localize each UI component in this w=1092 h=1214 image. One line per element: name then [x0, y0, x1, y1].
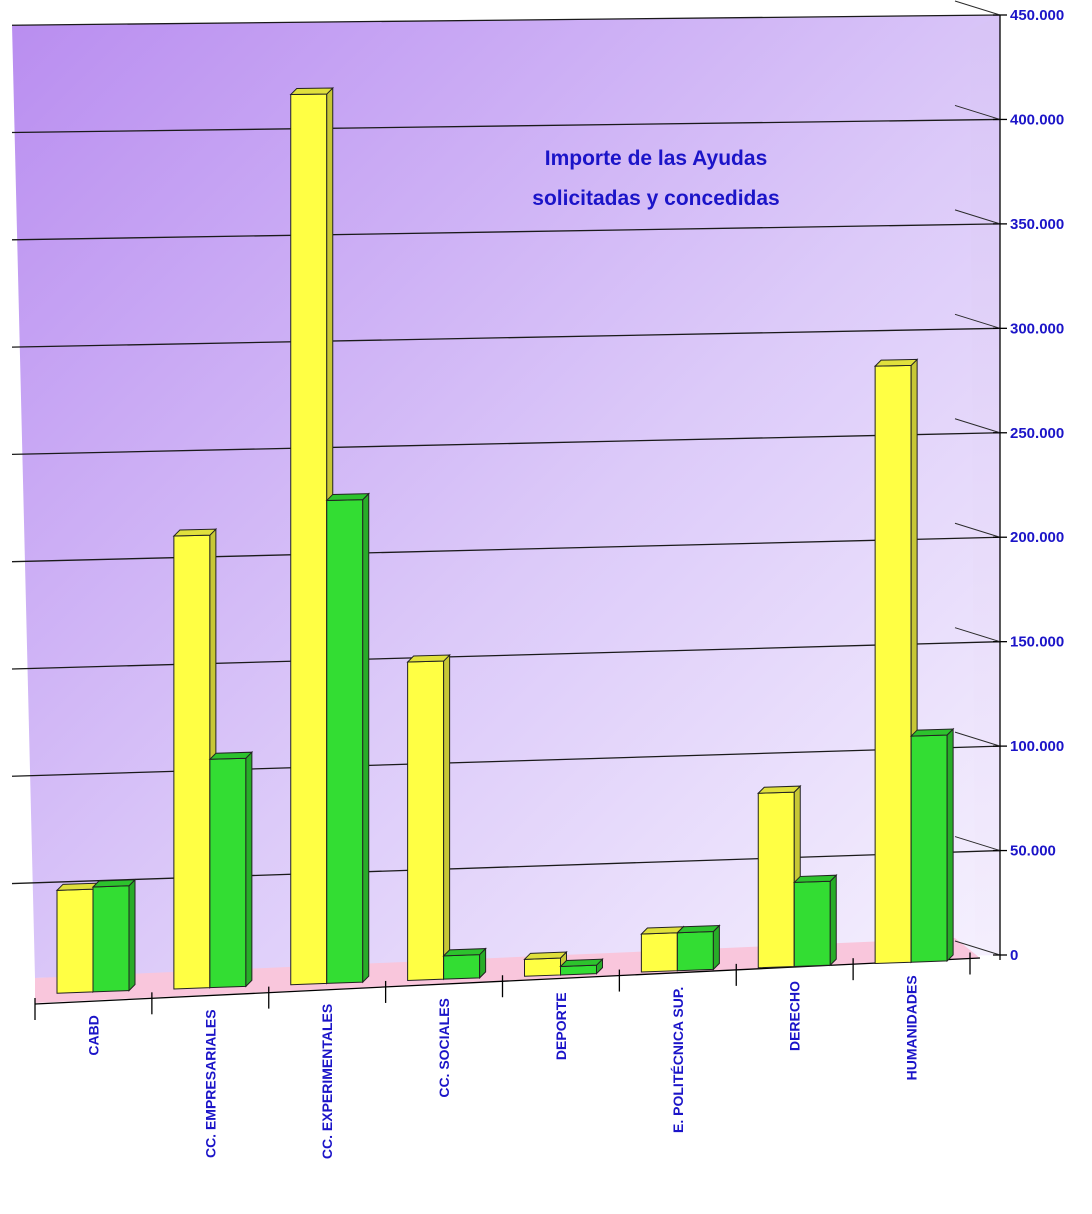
bar [559, 957, 604, 976]
bar [757, 784, 802, 969]
y-tick-diagonal [954, 522, 1001, 538]
back-wall [12, 15, 1000, 978]
bar [442, 947, 487, 980]
gridline [11, 14, 1001, 26]
x-tick-label: DEPORTE [553, 992, 569, 1060]
y-tick-label: 100.000 [1010, 738, 1064, 755]
bar [325, 492, 370, 984]
title-line-1: Importe de las Ayudas [545, 147, 768, 170]
y-tick-diagonal [954, 836, 1001, 852]
gridline [11, 327, 1001, 348]
x-tick-label: E. POLITÉCNICA SUP. [670, 987, 686, 1133]
y-tick-diagonal [954, 313, 1001, 329]
y-tick-diagonal [954, 627, 1001, 643]
bar [91, 878, 137, 993]
y-tick-label: 50.000 [1010, 843, 1056, 860]
bar [909, 727, 955, 963]
y-tick-label: 150.000 [1010, 634, 1064, 651]
gridline [11, 223, 1001, 241]
x-tick-label: HUMANIDADES [904, 975, 920, 1080]
y-axis: 0 50.000 100.000 150.000 200.000 250.000 300.0… [954, 0, 1064, 964]
x-tick-label: CC. EMPRESARIALES [202, 1009, 218, 1158]
chart-background [12, 15, 1000, 1003]
side-wall [970, 15, 1000, 955]
floor [35, 938, 980, 1003]
y-tick-label: 400.000 [1010, 111, 1064, 128]
y-tick-diagonal [954, 209, 1001, 225]
y-tick-label: 250.000 [1010, 425, 1064, 442]
y-tick-diagonal [954, 940, 1001, 956]
gridline [11, 432, 1001, 456]
x-axis: CABD CC. EMPRESARIALES CC. EXPERIMENTALES C… [34, 952, 981, 1159]
y-tick-label: 300.000 [1010, 320, 1064, 337]
bar [406, 653, 451, 982]
y-tick-diagonal [954, 104, 1001, 120]
y-tick-label: 350.000 [1010, 216, 1064, 233]
y-tick-label: 450.000 [1010, 7, 1064, 24]
y-tick-diagonal [954, 0, 1001, 16]
bar [676, 924, 721, 972]
x-tick-label: CABD [85, 1015, 101, 1055]
y-tick-diagonal [954, 418, 1001, 434]
bar [208, 750, 254, 989]
y-tick-label: 200.000 [1010, 529, 1064, 546]
chart-title: Importe de las Ayudas solicitadas y conc… [532, 147, 779, 210]
bar [793, 874, 838, 967]
y-tick-diagonal [954, 731, 1001, 747]
bars [55, 86, 955, 994]
y-tick-label: 0 [1010, 947, 1018, 964]
x-tick-label: CC. EXPERIMENTALES [319, 1004, 335, 1159]
title-line-2: solicitadas y concedidas [532, 187, 779, 210]
gridline [11, 118, 1001, 134]
x-tick-label: DERECHO [787, 981, 803, 1051]
x-tick-label: CC. SOCIALES [436, 998, 452, 1098]
